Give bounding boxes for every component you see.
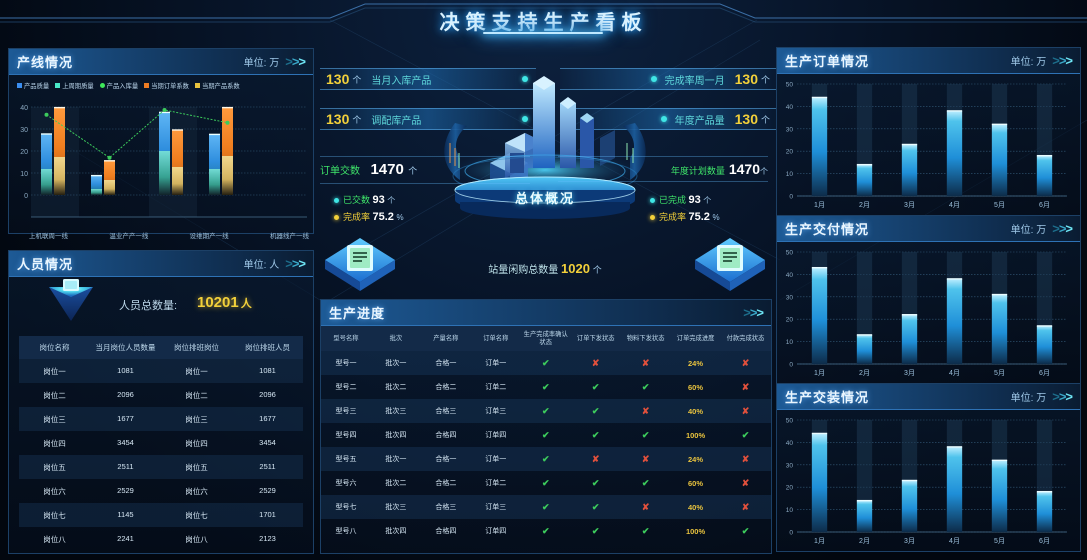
svg-text:1月: 1月 [814, 369, 825, 377]
svg-text:20: 20 [786, 149, 794, 156]
svg-text:1月: 1月 [814, 201, 825, 209]
svg-text:6月: 6月 [1039, 537, 1050, 545]
svg-text:2月: 2月 [859, 369, 870, 377]
svg-text:3月: 3月 [904, 201, 915, 209]
svg-text:40: 40 [786, 272, 794, 279]
svg-text:0: 0 [789, 362, 793, 369]
svg-text:3月: 3月 [904, 537, 915, 545]
svg-text:6月: 6月 [1039, 369, 1050, 377]
svg-text:20: 20 [786, 317, 794, 324]
svg-text:20: 20 [786, 485, 794, 492]
svg-text:10: 10 [20, 171, 28, 178]
svg-text:40: 40 [20, 105, 28, 112]
svg-text:4月: 4月 [949, 201, 960, 209]
svg-text:0: 0 [789, 530, 793, 537]
svg-text:5月: 5月 [994, 369, 1005, 377]
svg-text:40: 40 [786, 104, 794, 111]
svg-text:0: 0 [24, 193, 28, 200]
svg-text:40: 40 [786, 440, 794, 447]
svg-text:20: 20 [20, 149, 28, 156]
svg-text:30: 30 [786, 126, 794, 133]
svg-text:10: 10 [786, 507, 794, 514]
svg-text:5月: 5月 [994, 537, 1005, 545]
svg-text:5月: 5月 [994, 201, 1005, 209]
svg-text:2月: 2月 [859, 537, 870, 545]
svg-text:0: 0 [789, 194, 793, 201]
svg-text:6月: 6月 [1039, 201, 1050, 209]
svg-text:10: 10 [786, 339, 794, 346]
svg-text:50: 50 [786, 418, 794, 425]
svg-text:50: 50 [786, 250, 794, 257]
svg-text:4月: 4月 [949, 369, 960, 377]
svg-text:10: 10 [786, 171, 794, 178]
svg-text:1月: 1月 [814, 537, 825, 545]
svg-text:3月: 3月 [904, 369, 915, 377]
svg-text:2月: 2月 [859, 201, 870, 209]
svg-text:30: 30 [20, 127, 28, 134]
svg-text:30: 30 [786, 462, 794, 469]
svg-text:50: 50 [786, 82, 794, 89]
svg-text:30: 30 [786, 294, 794, 301]
svg-text:4月: 4月 [949, 537, 960, 545]
